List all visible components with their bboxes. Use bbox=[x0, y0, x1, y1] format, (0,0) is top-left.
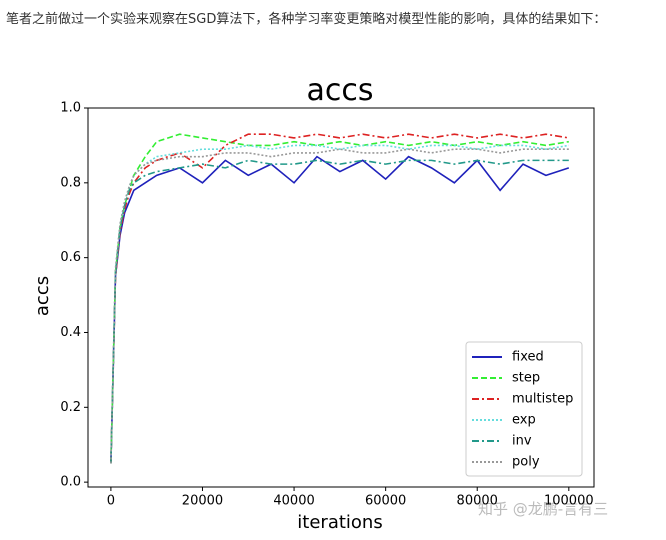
chart-title: accs bbox=[306, 73, 373, 108]
legend-box bbox=[465, 341, 583, 477]
legend-label: fixed bbox=[512, 350, 544, 365]
legend-label: multistep bbox=[512, 392, 573, 407]
x-axis-label: iterations bbox=[297, 512, 382, 533]
y-tick-label: 0.2 bbox=[60, 400, 81, 415]
legend-label: inv bbox=[512, 434, 532, 449]
x-tick-label: 40000 bbox=[273, 494, 314, 509]
legend-label: exp bbox=[512, 413, 536, 428]
y-tick-label: 0.6 bbox=[60, 250, 81, 265]
watermark: 知乎 @龙鹏-言有三 bbox=[478, 500, 608, 518]
series-line bbox=[110, 133, 569, 464]
y-tick-label: 0.0 bbox=[60, 475, 81, 490]
legend-label: step bbox=[512, 371, 540, 386]
x-tick-label: 60000 bbox=[365, 494, 406, 509]
y-tick-label: 1.0 bbox=[60, 101, 81, 116]
intro-text: 笔者之前做过一个实验来观察在SGD算法下，各种学习率变更策略对模型性能的影响，具… bbox=[6, 12, 607, 27]
x-tick-label: 0 bbox=[107, 494, 115, 509]
series-line bbox=[110, 148, 569, 464]
series-line bbox=[110, 159, 569, 464]
y-tick-label: 0.8 bbox=[60, 175, 81, 190]
y-tick-label: 0.4 bbox=[60, 325, 81, 340]
x-tick-label: 20000 bbox=[182, 494, 223, 509]
x-tick-label: 80000 bbox=[457, 494, 498, 509]
y-axis-label: accs bbox=[32, 276, 53, 316]
plot-frame bbox=[87, 107, 595, 488]
series-line bbox=[110, 155, 570, 464]
series-line bbox=[110, 133, 569, 464]
x-tick-label: 100000 bbox=[544, 494, 594, 509]
legend-label: poly bbox=[512, 455, 540, 470]
